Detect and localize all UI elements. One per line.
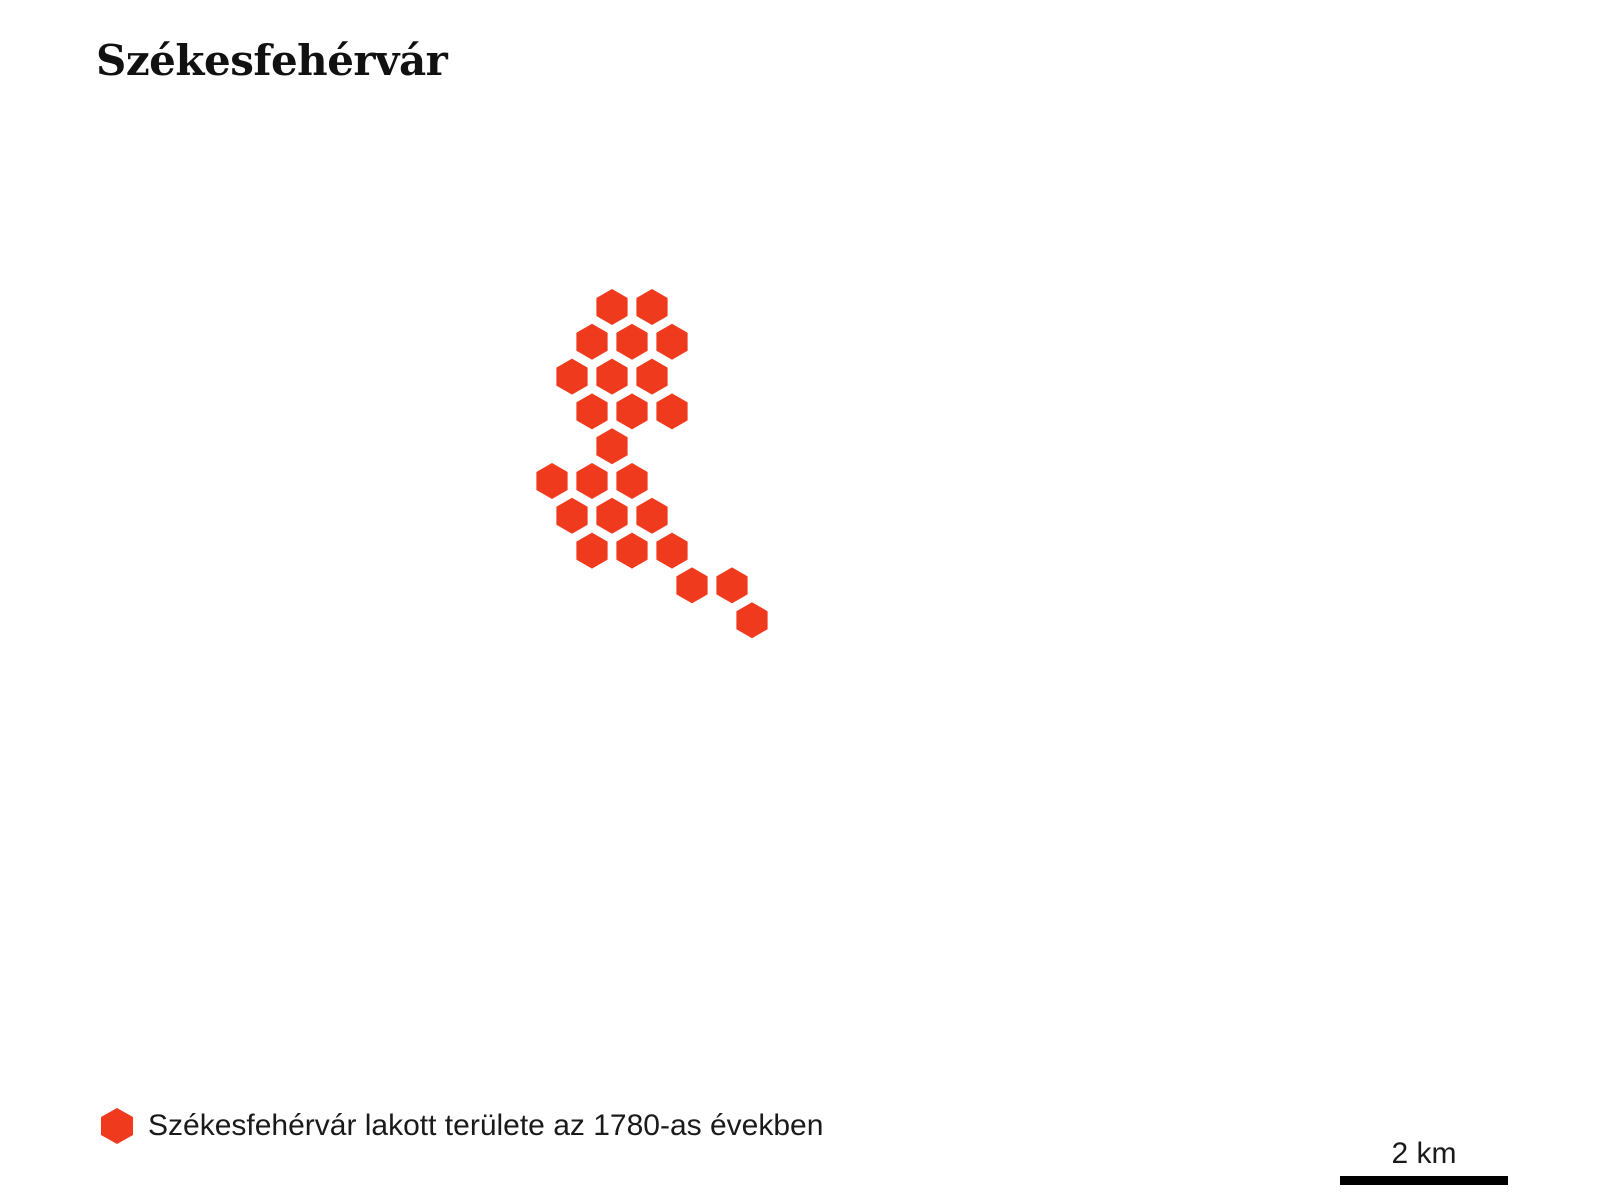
settlement-hex-cell — [576, 463, 608, 499]
scale-bar-line — [1340, 1176, 1508, 1185]
settlement-hex-cell — [736, 602, 768, 639]
legend-label: Székesfehérvár lakott területe az 1780-a… — [148, 1109, 824, 1142]
settlement-hex-cell — [596, 428, 628, 465]
settlement-hex-cell — [676, 567, 708, 604]
settlement-hex-cell — [656, 323, 688, 360]
settlement-hex-cell — [556, 358, 588, 395]
settlement-hex-cell — [596, 289, 628, 325]
map-legend: Székesfehérvár lakott területe az 1780-a… — [100, 1106, 823, 1146]
settlement-hex-cell — [716, 567, 748, 604]
scale-bar-label: 2 km — [1391, 1137, 1457, 1170]
scale-bar: 2 km — [1340, 1136, 1508, 1186]
settlement-hex-cell — [536, 463, 568, 499]
settlement-hex-cell — [576, 532, 608, 569]
settlement-hex-cell — [656, 532, 688, 569]
hexagon-icon — [101, 1108, 133, 1144]
settlement-hex-cell — [616, 463, 648, 499]
settlement-hex-cell — [576, 393, 608, 430]
map-title: Székesfehérvár — [96, 36, 448, 85]
settlement-hex-cell — [636, 497, 668, 534]
settlement-hex-cell — [556, 497, 588, 534]
settlement-hex-cell — [656, 393, 688, 430]
settlement-hex-cell — [576, 323, 608, 360]
settlement-hex-layer — [536, 289, 768, 639]
settlement-hex-cell — [616, 323, 648, 360]
settlement-hex-cell — [636, 289, 668, 325]
settlement-hex-cell — [636, 358, 668, 395]
settlement-hex-cell — [596, 358, 628, 395]
settlement-hex-cell — [616, 393, 648, 430]
settlement-hex-cell — [616, 532, 648, 569]
settlement-hex-cell — [596, 497, 628, 534]
